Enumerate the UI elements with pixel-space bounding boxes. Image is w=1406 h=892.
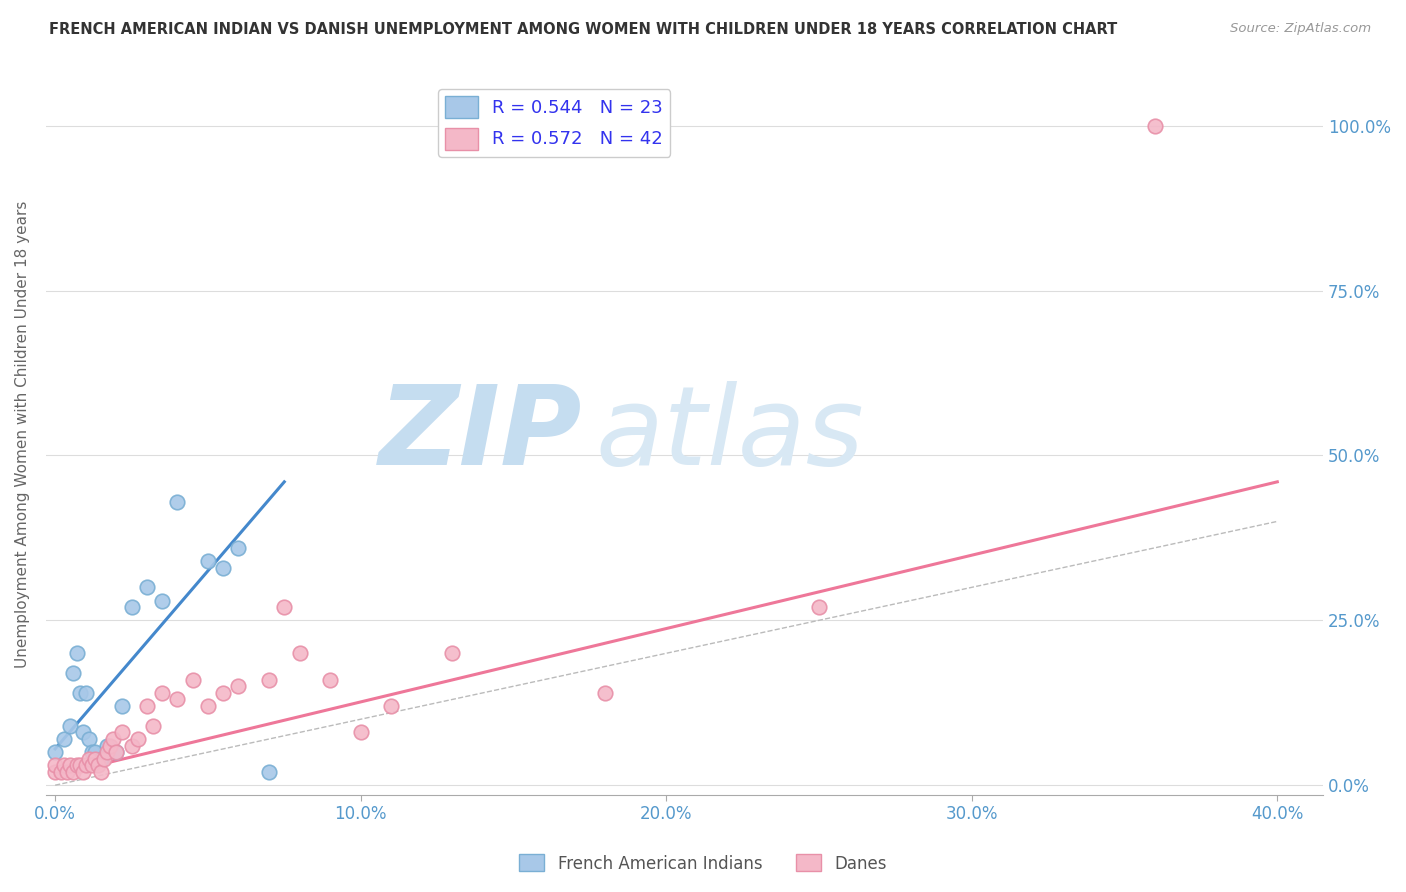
Point [212, 686, 235, 700]
Point [441, 646, 464, 660]
Point [59, 719, 82, 733]
Point [65, 646, 87, 660]
Point [135, 580, 157, 594]
Point [105, 745, 128, 759]
Legend: French American Indians, Danes: French American Indians, Danes [513, 847, 893, 880]
Point [380, 699, 402, 714]
Point [150, 593, 173, 607]
Point [98, 739, 121, 753]
Point [593, 686, 616, 700]
Point [273, 600, 295, 615]
Point [142, 719, 165, 733]
Point [150, 686, 173, 700]
Point [56, 764, 79, 779]
Y-axis label: Unemployment Among Women with Children Under 18 years: Unemployment Among Women with Children U… [15, 201, 30, 668]
Point [166, 494, 188, 508]
Legend: R = 0.544   N = 23, R = 0.572   N = 42: R = 0.544 N = 23, R = 0.572 N = 42 [439, 89, 671, 157]
Point [228, 541, 250, 555]
Point [53, 758, 76, 772]
Point [93, 752, 115, 766]
Point [83, 752, 105, 766]
Point [77, 752, 100, 766]
Point [103, 731, 125, 746]
Point [75, 686, 97, 700]
Point [87, 758, 110, 772]
Point [121, 600, 143, 615]
Point [181, 673, 204, 687]
Point [72, 725, 94, 739]
Point [111, 699, 134, 714]
Point [44, 745, 66, 759]
Point [197, 554, 219, 568]
Point [44, 758, 66, 772]
Text: Source: ZipAtlas.com: Source: ZipAtlas.com [1230, 22, 1371, 36]
Point [83, 745, 105, 759]
Text: ZIP: ZIP [378, 381, 582, 488]
Point [51, 764, 73, 779]
Point [80, 758, 103, 772]
Point [96, 745, 118, 759]
Point [59, 758, 82, 772]
Point [127, 731, 149, 746]
Point [807, 600, 830, 615]
Point [121, 739, 143, 753]
Point [69, 758, 91, 772]
Point [90, 764, 112, 779]
Point [62, 764, 84, 779]
Point [111, 725, 134, 739]
Point [197, 699, 219, 714]
Point [166, 692, 188, 706]
Point [1144, 119, 1167, 133]
Point [80, 745, 103, 759]
Point [135, 699, 157, 714]
Point [53, 731, 76, 746]
Point [72, 764, 94, 779]
Point [288, 646, 311, 660]
Point [77, 731, 100, 746]
Point [75, 758, 97, 772]
Point [65, 758, 87, 772]
Point [69, 686, 91, 700]
Text: FRENCH AMERICAN INDIAN VS DANISH UNEMPLOYMENT AMONG WOMEN WITH CHILDREN UNDER 18: FRENCH AMERICAN INDIAN VS DANISH UNEMPLO… [49, 22, 1118, 37]
Point [228, 679, 250, 693]
Point [62, 666, 84, 681]
Point [90, 752, 112, 766]
Point [44, 764, 66, 779]
Point [257, 764, 280, 779]
Point [96, 739, 118, 753]
Point [319, 673, 342, 687]
Point [350, 725, 373, 739]
Text: atlas: atlas [595, 381, 863, 488]
Point [105, 745, 128, 759]
Point [212, 560, 235, 574]
Point [257, 673, 280, 687]
